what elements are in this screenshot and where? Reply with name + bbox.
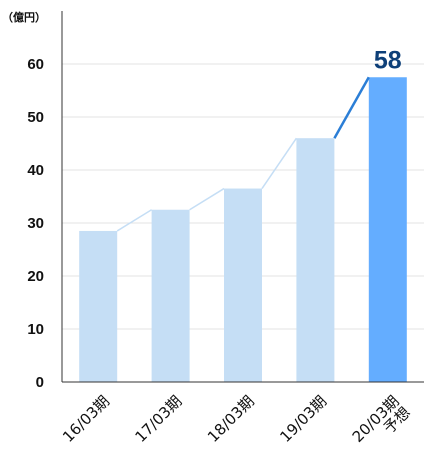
- x-tick-17/03期: 17/03期: [132, 392, 186, 446]
- x-tick-16/03期: 16/03期: [59, 392, 113, 446]
- y-axis-ticks: 0 10 20 30 40 50 60: [27, 56, 44, 391]
- x-tick-18/03期: 18/03期: [204, 392, 258, 446]
- trend-segment: [261, 137, 298, 189]
- y-tick-label: 60: [27, 56, 44, 73]
- y-tick-label: 30: [27, 215, 44, 232]
- data-label: 58: [374, 46, 402, 74]
- y-tick-label: 20: [27, 268, 44, 285]
- trend-segment: [189, 187, 225, 211]
- y-tick-label: 40: [27, 162, 44, 179]
- trend-segment: [116, 209, 152, 232]
- bar-19/03期: [296, 138, 335, 382]
- bar-20/03期: [368, 77, 407, 382]
- y-tick-label: 50: [27, 109, 44, 126]
- x-tick-label: 17/03期: [132, 392, 186, 446]
- x-tick-label: 19/03期: [276, 392, 330, 446]
- x-tick-19/03期: 19/03期: [276, 392, 330, 446]
- y-tick-label: 10: [27, 321, 44, 338]
- y-tick-label: 0: [36, 374, 44, 391]
- trend-line: [116, 76, 370, 232]
- bars: [79, 77, 407, 382]
- trend-segment: [333, 76, 370, 139]
- data-labels: 58: [374, 46, 402, 74]
- bar-16/03期: [79, 230, 118, 382]
- x-tick-label: 16/03期: [59, 392, 113, 446]
- y-unit-label: （億円）: [2, 10, 46, 24]
- bar-18/03期: [224, 188, 262, 382]
- x-tick-label: 18/03期: [204, 392, 258, 446]
- bar-17/03期: [151, 209, 190, 382]
